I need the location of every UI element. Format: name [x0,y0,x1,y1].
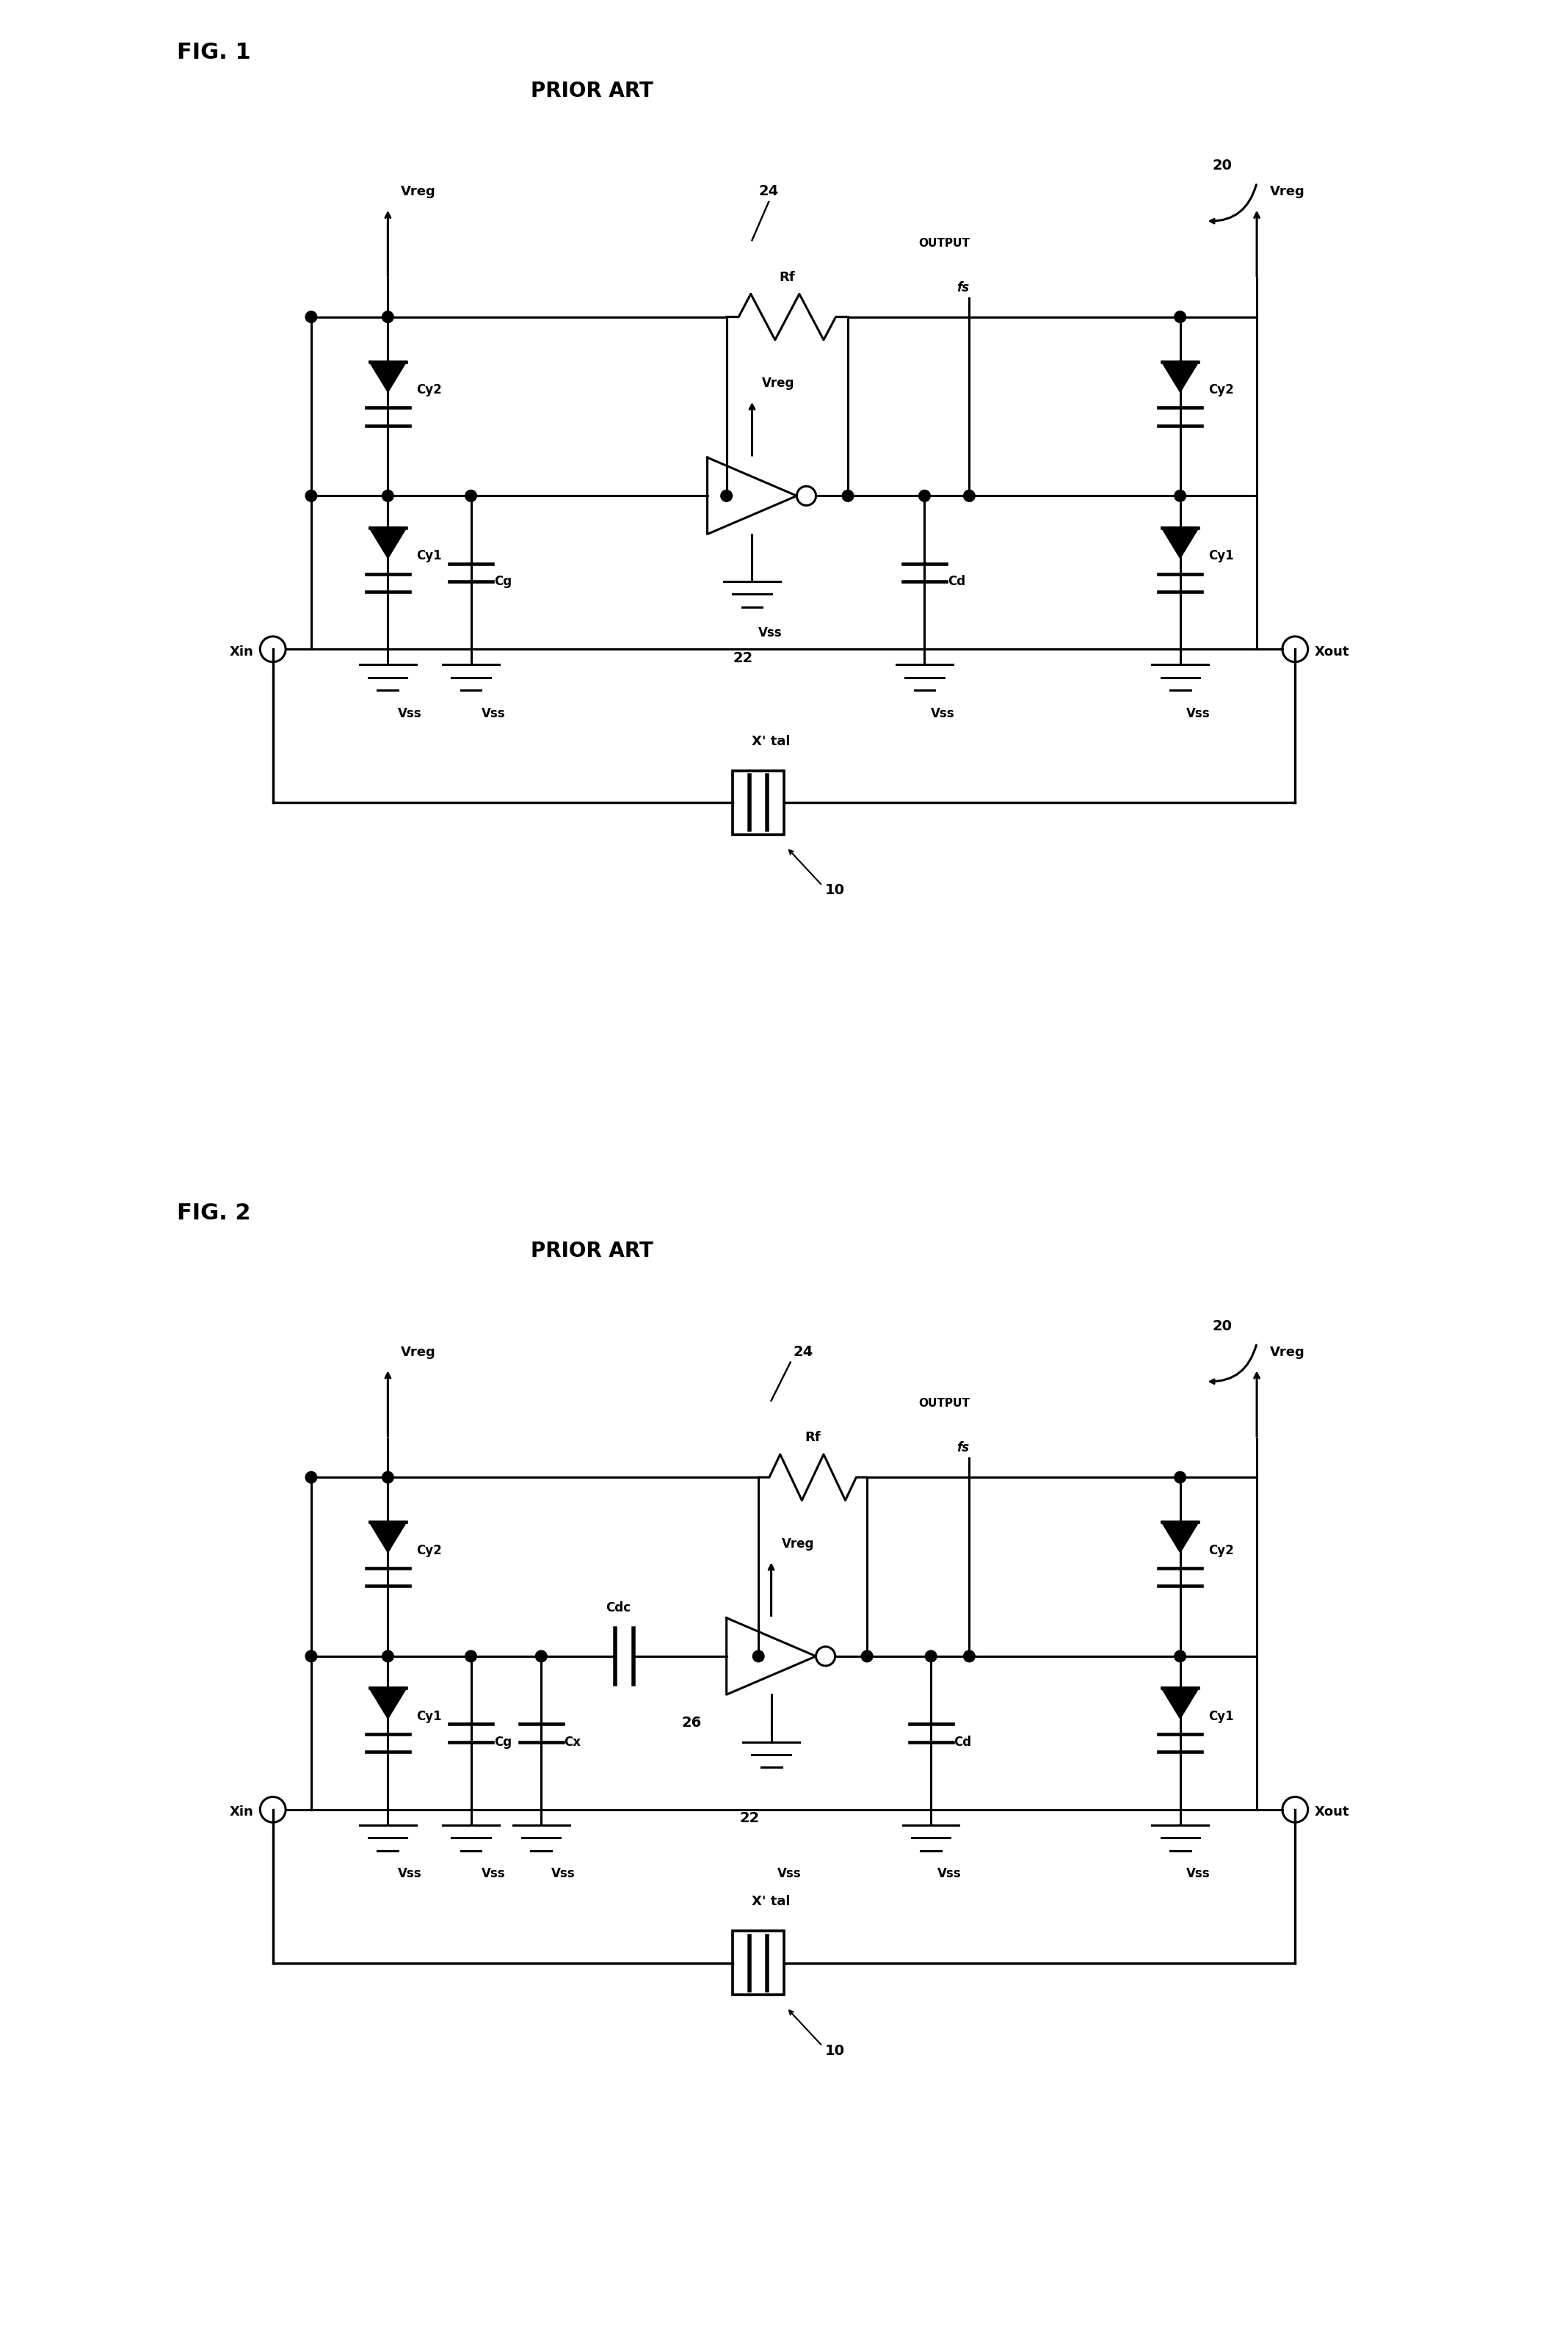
Circle shape [1174,1471,1185,1483]
Text: 22: 22 [732,650,753,664]
Text: Xout: Xout [1314,646,1348,657]
Circle shape [964,490,975,501]
Text: FIG. 2: FIG. 2 [177,1203,251,1224]
Text: 24: 24 [759,184,779,198]
Text: Vreg: Vreg [1270,1345,1305,1359]
Text: 10: 10 [825,2044,845,2058]
Text: Vreg: Vreg [781,1538,814,1550]
Text: 22: 22 [739,1811,759,1825]
Polygon shape [370,1688,406,1718]
Text: Cy2: Cy2 [1209,1543,1234,1557]
Text: FIG. 1: FIG. 1 [177,42,251,63]
Polygon shape [1162,1688,1198,1718]
Text: Vss: Vss [398,1867,422,1881]
Text: Vss: Vss [481,706,505,720]
Polygon shape [1162,1522,1198,1552]
Text: Xout: Xout [1314,1807,1348,1818]
Text: Cg: Cg [494,1734,511,1748]
Text: Vss: Vss [398,706,422,720]
Text: Vreg: Vreg [1270,184,1305,198]
Text: Cx: Cx [564,1734,582,1748]
Text: Cd: Cd [953,1734,972,1748]
Text: Vreg: Vreg [401,184,436,198]
Circle shape [1174,310,1185,322]
Circle shape [1174,490,1185,501]
Text: 20: 20 [1212,159,1232,172]
Polygon shape [370,527,406,557]
Text: fs: fs [956,282,969,294]
Text: Cy1: Cy1 [1209,550,1234,562]
Text: 20: 20 [1212,1319,1232,1333]
Circle shape [466,490,477,501]
Circle shape [919,490,930,501]
Circle shape [306,490,317,501]
Text: 26: 26 [682,1716,702,1730]
Text: fs: fs [956,1441,969,1455]
Circle shape [383,490,394,501]
Text: Xin: Xin [229,1807,254,1818]
Circle shape [842,490,853,501]
Text: Xin: Xin [229,646,254,657]
Circle shape [306,310,317,322]
Text: Vreg: Vreg [762,378,795,389]
Text: Vreg: Vreg [401,1345,436,1359]
Text: Vss: Vss [931,706,955,720]
Circle shape [1174,1650,1185,1662]
Text: Cy1: Cy1 [416,1711,442,1723]
Text: Vss: Vss [778,1867,801,1881]
Text: Cd: Cd [947,576,966,587]
Polygon shape [370,361,406,392]
Circle shape [306,1650,317,1662]
Circle shape [721,490,732,501]
Text: Vss: Vss [1187,1867,1210,1881]
Circle shape [466,1650,477,1662]
Text: Cg: Cg [494,576,511,587]
Text: Vss: Vss [481,1867,505,1881]
Text: Rf: Rf [779,270,795,284]
Text: 10: 10 [825,883,845,897]
Text: X' tal: X' tal [753,1895,790,1909]
Text: Vss: Vss [1187,706,1210,720]
Circle shape [535,1650,547,1662]
Polygon shape [370,1522,406,1552]
Text: Cy1: Cy1 [1209,1711,1234,1723]
Circle shape [383,1471,394,1483]
Text: PRIOR ART: PRIOR ART [532,1240,654,1261]
Text: OUTPUT: OUTPUT [919,1399,969,1410]
Circle shape [383,1650,394,1662]
Polygon shape [1162,361,1198,392]
Text: 24: 24 [793,1345,814,1359]
Circle shape [306,1471,317,1483]
Text: X' tal: X' tal [753,734,790,748]
Text: Rf: Rf [804,1431,820,1445]
Text: Cy2: Cy2 [1209,382,1234,396]
Circle shape [925,1650,936,1662]
Text: PRIOR ART: PRIOR ART [532,82,654,100]
Bar [732,1930,784,1995]
Text: Vss: Vss [938,1867,961,1881]
Circle shape [861,1650,873,1662]
Text: Cy1: Cy1 [416,550,442,562]
Text: Vss: Vss [759,627,782,639]
Circle shape [964,1650,975,1662]
Circle shape [753,1650,764,1662]
Text: Cy2: Cy2 [416,382,442,396]
Text: Cy2: Cy2 [416,1543,442,1557]
Text: OUTPUT: OUTPUT [919,238,969,249]
Text: Cdc: Cdc [605,1601,630,1615]
Bar [732,772,784,834]
Polygon shape [1162,527,1198,557]
Text: Vss: Vss [552,1867,575,1881]
Circle shape [383,310,394,322]
